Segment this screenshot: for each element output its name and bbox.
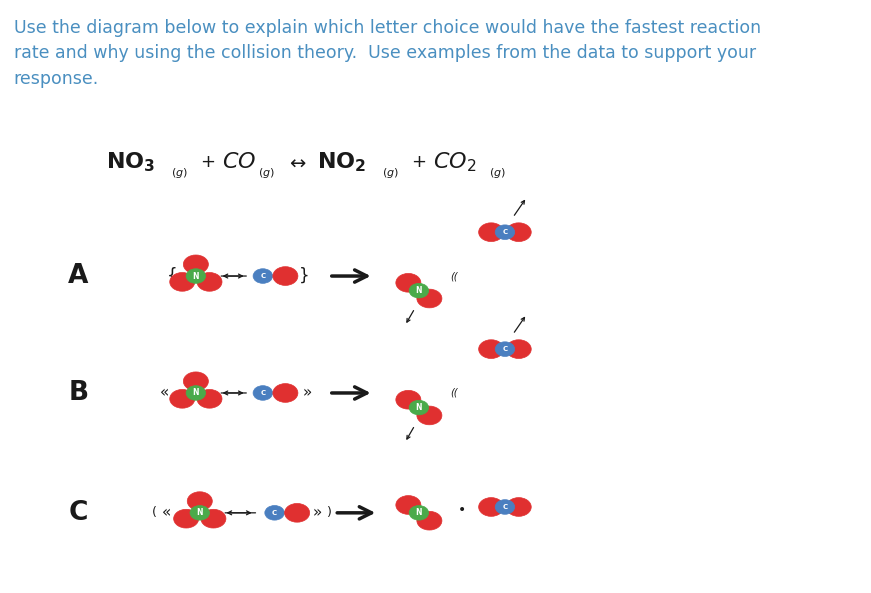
Circle shape <box>417 289 442 308</box>
Circle shape <box>506 498 531 517</box>
Circle shape <box>479 340 503 359</box>
Text: $\leftrightarrow$: $\leftrightarrow$ <box>286 152 307 171</box>
Text: C: C <box>260 390 266 396</box>
Circle shape <box>417 406 442 425</box>
Text: C: C <box>503 504 508 510</box>
Circle shape <box>201 509 226 528</box>
Text: N: N <box>197 508 203 517</box>
Circle shape <box>197 273 222 291</box>
Text: $+$: $+$ <box>411 153 426 171</box>
Text: ): ) <box>327 506 332 519</box>
Circle shape <box>186 269 206 283</box>
Circle shape <box>395 273 421 292</box>
Text: •: • <box>458 503 466 517</box>
Circle shape <box>184 255 208 274</box>
Text: C: C <box>260 273 266 279</box>
Circle shape <box>170 390 195 408</box>
Circle shape <box>186 385 206 400</box>
Circle shape <box>395 496 421 514</box>
Text: B: B <box>69 380 89 406</box>
Circle shape <box>496 500 515 514</box>
Circle shape <box>285 503 310 522</box>
Circle shape <box>496 225 515 240</box>
Circle shape <box>479 223 503 241</box>
Circle shape <box>184 372 208 391</box>
Text: »: » <box>313 505 321 520</box>
Circle shape <box>265 505 284 520</box>
Text: N: N <box>415 508 422 517</box>
Text: $(g)$: $(g)$ <box>382 165 399 180</box>
Circle shape <box>417 511 442 530</box>
Circle shape <box>170 273 195 291</box>
Text: }: } <box>299 267 309 285</box>
Text: $(g)$: $(g)$ <box>259 165 275 180</box>
Text: $+$: $+$ <box>199 153 215 171</box>
Circle shape <box>395 390 421 409</box>
Circle shape <box>253 269 273 283</box>
Text: $\mathit{CO_2}$: $\mathit{CO_2}$ <box>433 150 476 174</box>
Text: ((: (( <box>450 388 458 398</box>
Text: (: ( <box>152 506 157 519</box>
Circle shape <box>409 283 429 298</box>
Circle shape <box>409 505 429 520</box>
Text: C: C <box>69 500 88 526</box>
Text: »: » <box>302 385 312 400</box>
Text: $\mathbf{NO_2}$: $\mathbf{NO_2}$ <box>317 150 367 174</box>
Text: C: C <box>272 510 277 516</box>
Text: N: N <box>192 388 199 397</box>
Text: Use the diagram below to explain which letter choice would have the fastest reac: Use the diagram below to explain which l… <box>14 19 760 88</box>
Circle shape <box>409 400 429 415</box>
Text: $(g)$: $(g)$ <box>171 165 187 180</box>
Circle shape <box>187 492 213 511</box>
Circle shape <box>173 509 199 528</box>
Text: «: « <box>162 505 172 520</box>
Circle shape <box>253 385 273 400</box>
Text: «: « <box>160 385 169 400</box>
Text: C: C <box>503 229 508 235</box>
Circle shape <box>273 267 298 285</box>
Circle shape <box>190 505 210 520</box>
Text: A: A <box>68 263 89 289</box>
Text: $(g)$: $(g)$ <box>490 165 506 180</box>
Text: N: N <box>415 403 422 412</box>
Text: ((: (( <box>450 271 458 281</box>
Circle shape <box>506 223 531 241</box>
Circle shape <box>273 384 298 402</box>
Text: N: N <box>192 272 199 280</box>
Text: $\mathit{CO}$: $\mathit{CO}$ <box>222 152 256 172</box>
Circle shape <box>496 342 515 356</box>
Circle shape <box>197 390 222 408</box>
Circle shape <box>506 340 531 359</box>
Text: C: C <box>503 346 508 352</box>
Text: N: N <box>415 286 422 295</box>
Circle shape <box>479 498 503 517</box>
Text: $\mathbf{NO_3}$: $\mathbf{NO_3}$ <box>106 150 155 174</box>
Text: {: { <box>167 267 178 285</box>
